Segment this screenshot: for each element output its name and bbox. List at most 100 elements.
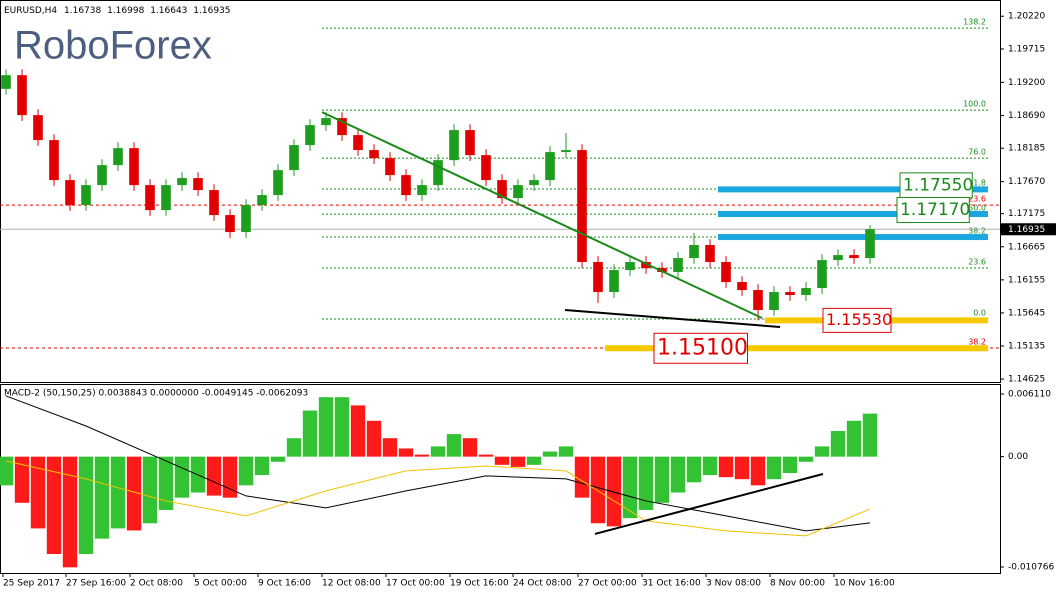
- candle-body: [529, 180, 539, 186]
- histogram-bar: [734, 456, 750, 480]
- candle-body: [417, 185, 427, 196]
- indicator-title: MACD-2 (50,150,25) 0.0038843 0.0000000 -…: [4, 389, 308, 399]
- candle-body: [401, 175, 411, 196]
- histogram-bar: [158, 456, 174, 510]
- histogram-bar: [270, 456, 286, 462]
- candle-body: [337, 118, 347, 136]
- histogram-bar: [830, 431, 846, 457]
- zone-label: 1.15530: [826, 310, 892, 329]
- candle-body: [625, 262, 635, 271]
- y-tick-label: 0.006110: [1008, 390, 1051, 400]
- histogram-bar: [542, 451, 558, 457]
- candle-body: [177, 178, 187, 186]
- candle-body: [593, 262, 603, 293]
- x-tick-label: 10 Nov 16:00: [834, 579, 895, 589]
- candle-body: [817, 260, 827, 289]
- candle-body: [145, 185, 155, 211]
- zone-label: 1.15100: [657, 335, 748, 360]
- histogram-bar: [526, 456, 542, 465]
- x-tick-label: 3 Nov 08:00: [706, 579, 761, 589]
- histogram-bar: [142, 456, 158, 524]
- candle-body: [833, 255, 843, 261]
- x-tick-label: 9 Oct 16:00: [258, 579, 311, 589]
- x-tick-label: 24 Oct 08:00: [513, 579, 572, 589]
- candle-body: [257, 195, 267, 206]
- header: EURUSD,H4 1.16738 1.16998 1.16643 1.1693…: [4, 6, 231, 16]
- y-tick-label: 1.16665: [1008, 242, 1045, 252]
- candle-body: [769, 292, 779, 311]
- candle-body: [689, 245, 699, 259]
- candle-body: [65, 180, 75, 206]
- level-label: 61.8: [968, 179, 986, 188]
- candle-body: [849, 255, 859, 259]
- histogram-bar: [814, 446, 830, 457]
- trend-line: [321, 111, 763, 319]
- histogram-bar: [302, 410, 318, 457]
- y-tick-label: 1.15135: [1008, 342, 1045, 352]
- candle-body: [209, 190, 219, 216]
- level-label: 100.0: [963, 100, 986, 109]
- histogram-bar: [718, 456, 734, 478]
- zone-band: [718, 186, 988, 193]
- histogram-bar: [414, 454, 430, 457]
- zone-band: [718, 234, 988, 241]
- level-label: 0.0: [973, 309, 986, 318]
- zone-label-box: [653, 332, 748, 364]
- histogram-bar: [62, 456, 78, 568]
- candle-body: [97, 165, 107, 186]
- histogram-bar: [654, 456, 670, 503]
- candle-body: [577, 150, 587, 263]
- candle-body: [273, 170, 283, 196]
- candle-body: [785, 292, 795, 296]
- trend-line: [594, 473, 824, 535]
- last-price-tag: 1.16935: [1001, 223, 1056, 236]
- candle-body: [113, 148, 123, 166]
- zone-label-box: [899, 172, 973, 199]
- histogram-bar: [686, 456, 702, 483]
- level-label: 50.0: [968, 204, 986, 213]
- candle-body: [641, 262, 651, 269]
- histogram-bar: [174, 456, 190, 498]
- histogram-bar: [638, 456, 654, 510]
- x-tick-label: 31 Oct 16:00: [642, 579, 701, 589]
- histogram-bar: [46, 456, 62, 555]
- candle-body: [465, 130, 475, 156]
- candle-body: [609, 270, 619, 293]
- histogram-bar: [558, 446, 574, 457]
- candle-body: [801, 288, 811, 296]
- x-tick-label: 27 Sep 16:00: [66, 579, 126, 589]
- level-label: 38.2: [968, 227, 986, 236]
- histogram-bar: [590, 456, 606, 524]
- histogram-bar: [846, 420, 862, 457]
- header-open: 1.16738: [64, 6, 101, 16]
- level-label: 138.2: [963, 18, 986, 27]
- histogram-bar: [238, 456, 254, 486]
- indicator-line: [5, 395, 871, 532]
- histogram-bar: [78, 456, 94, 555]
- candle-body: [49, 140, 59, 181]
- candle-body: [705, 245, 715, 263]
- main-pane-frame: [0, 0, 1001, 383]
- zone-label-box: [896, 197, 970, 224]
- y-tick-label: 1.20220: [1008, 12, 1045, 22]
- y-tick-label: 1.18185: [1008, 144, 1045, 154]
- histogram-bar: [702, 456, 718, 476]
- histogram-bar: [798, 456, 814, 462]
- candle-body: [449, 130, 459, 161]
- candle-body: [321, 118, 331, 126]
- histogram-bar: [14, 456, 30, 503]
- candle-body: [657, 268, 667, 273]
- y-tick-label: 1.14625: [1008, 375, 1045, 385]
- candle-body: [1, 75, 11, 89]
- candle-body: [497, 180, 507, 199]
- histogram-bar: [110, 456, 126, 529]
- histogram-bar: [318, 397, 334, 457]
- candle-body: [33, 115, 43, 141]
- histogram-bar: [94, 456, 110, 539]
- candle-body: [433, 160, 443, 186]
- candle-body: [737, 282, 747, 291]
- candle-body: [305, 125, 315, 146]
- histogram-bar: [574, 456, 590, 498]
- x-tick-label: 19 Oct 16:00: [450, 579, 509, 589]
- candle-body: [369, 150, 379, 159]
